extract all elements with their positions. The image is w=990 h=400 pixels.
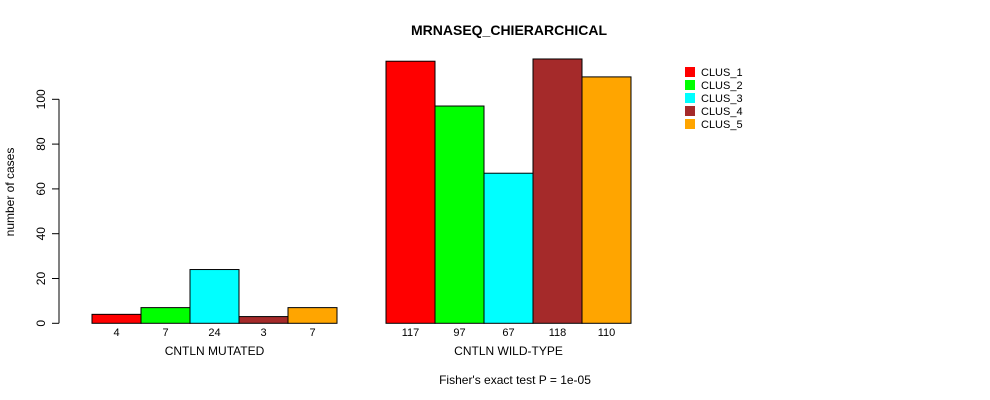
bar-clus-5 [287,307,338,324]
bar-value-label: 117 [402,327,420,339]
bars: 4 7 24 3 7 CNTLN MUTATED 117 97 67 118 110 CNTLN WI… [91,58,632,358]
legend-label: CLUS_5 [701,119,743,131]
x-axis-label: Fisher's exact test P = 1e-05 [439,373,591,387]
bar-value-label: 118 [549,327,567,339]
y-axis: 0 20 40 60 80 100 [34,89,60,327]
bar-clus-3 [189,269,240,324]
bar-value-label: 67 [502,327,514,339]
y-tick-label: 100 [34,89,48,109]
legend-swatch [685,80,695,90]
legend-swatch [685,119,695,129]
legend-label: CLUS_3 [701,93,743,105]
legend-label: CLUS_2 [701,80,743,92]
y-tick-label: 60 [34,182,48,196]
bar-clus-3 [483,172,534,324]
y-tick-label: 0 [34,320,48,327]
bar-clus-1 [91,313,142,324]
bar-clus-5 [581,76,632,324]
y-tick-label: 80 [34,137,48,151]
legend-label: CLUS_4 [701,106,743,118]
bar-value-label: 110 [598,327,616,339]
bar-value-label: 24 [208,327,220,339]
y-tick-label: 40 [34,227,48,241]
bar-clus-2 [140,307,191,324]
y-tick-label: 20 [34,272,48,286]
legend-label: CLUS_1 [701,67,743,79]
bar-value-label: 97 [453,327,465,339]
group-label: CNTLN MUTATED [165,344,265,358]
legend-swatch [685,93,695,103]
bar-value-label: 7 [162,327,168,339]
bar-value-label: 4 [113,327,119,339]
chart-title: MRNASEQ_CHIERARCHICAL [411,22,607,38]
bar-clus-1 [385,60,436,324]
bar-clus-4 [238,316,289,324]
group-label: CNTLN WILD-TYPE [454,344,563,358]
legend-swatch [685,67,695,77]
bar-clus-4 [532,58,583,324]
bar-value-label: 3 [260,327,266,339]
legend-swatch [685,106,695,116]
y-axis-label: number of cases [3,148,17,237]
bar-value-label: 7 [309,327,315,339]
bar-clus-2 [434,105,485,324]
